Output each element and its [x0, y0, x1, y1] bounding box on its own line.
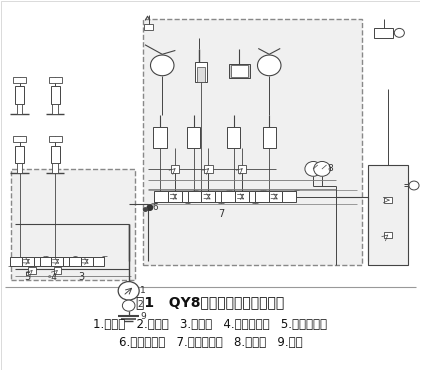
Text: 9: 9	[141, 312, 146, 321]
Bar	[282, 191, 296, 202]
Bar	[49, 136, 62, 142]
Bar	[384, 197, 392, 203]
Text: ◦4: ◦4	[47, 273, 58, 282]
Bar	[53, 104, 58, 114]
Bar	[249, 191, 263, 202]
Text: 8: 8	[328, 164, 333, 173]
Bar	[49, 76, 62, 83]
Bar	[269, 191, 282, 202]
Bar	[215, 191, 229, 202]
Bar	[53, 163, 58, 173]
Bar	[231, 65, 248, 77]
Bar	[168, 191, 182, 202]
Bar	[188, 191, 202, 202]
Bar	[11, 169, 135, 280]
Text: 3: 3	[78, 272, 85, 282]
Bar	[144, 19, 362, 265]
Bar	[51, 86, 60, 104]
Bar	[384, 232, 392, 238]
Text: ●6: ●6	[146, 203, 159, 211]
Circle shape	[144, 208, 147, 211]
Bar	[28, 267, 36, 274]
Bar	[15, 86, 24, 104]
Bar	[13, 76, 26, 83]
Bar	[153, 127, 167, 148]
Text: 1.柱塞泵   2.滤油器   3.分路阀   4.支腿溢流阀   5.支腿控制阀: 1.柱塞泵 2.滤油器 3.分路阀 4.支腿溢流阀 5.支腿控制阀	[93, 318, 328, 331]
Bar	[17, 104, 22, 114]
Bar	[238, 165, 246, 173]
Circle shape	[305, 161, 322, 176]
Bar	[69, 257, 81, 266]
Bar	[227, 127, 240, 148]
Text: 1: 1	[141, 286, 146, 295]
Bar	[221, 191, 235, 202]
Bar	[263, 127, 276, 148]
Bar	[195, 62, 207, 82]
Bar	[93, 257, 104, 266]
Circle shape	[314, 161, 330, 176]
Bar	[368, 165, 408, 265]
Bar	[374, 29, 393, 37]
Bar	[51, 145, 60, 163]
Circle shape	[258, 55, 281, 76]
Bar	[154, 191, 168, 202]
Text: 图1   QY8汽车起重机液压系统图: 图1 QY8汽车起重机液压系统图	[136, 295, 285, 309]
Bar	[81, 257, 93, 266]
Bar	[197, 67, 205, 82]
Bar	[63, 257, 75, 266]
Bar	[51, 257, 63, 266]
Circle shape	[150, 55, 174, 76]
Bar	[171, 165, 179, 173]
Bar	[229, 63, 250, 78]
Text: 5: 5	[24, 272, 30, 282]
Bar	[182, 191, 196, 202]
Bar	[11, 257, 22, 266]
Text: 6.上车溢流阀   7.上车控制阀   8.压力表   9.油箱: 6.上车溢流阀 7.上车控制阀 8.压力表 9.油箱	[119, 336, 302, 349]
Bar	[53, 267, 61, 274]
Bar	[13, 136, 26, 142]
Circle shape	[118, 282, 139, 300]
Bar	[40, 257, 51, 266]
Circle shape	[123, 300, 135, 311]
Bar	[34, 257, 45, 266]
Bar	[22, 257, 34, 266]
Bar	[187, 127, 200, 148]
Bar	[235, 191, 249, 202]
Circle shape	[394, 29, 404, 37]
Bar	[15, 145, 24, 163]
Bar	[204, 165, 213, 173]
Bar	[255, 191, 269, 202]
Text: 7: 7	[218, 209, 224, 219]
Text: 2: 2	[137, 301, 143, 309]
Bar	[144, 24, 153, 30]
Bar	[202, 191, 215, 202]
Circle shape	[409, 181, 419, 190]
Bar	[17, 163, 22, 173]
